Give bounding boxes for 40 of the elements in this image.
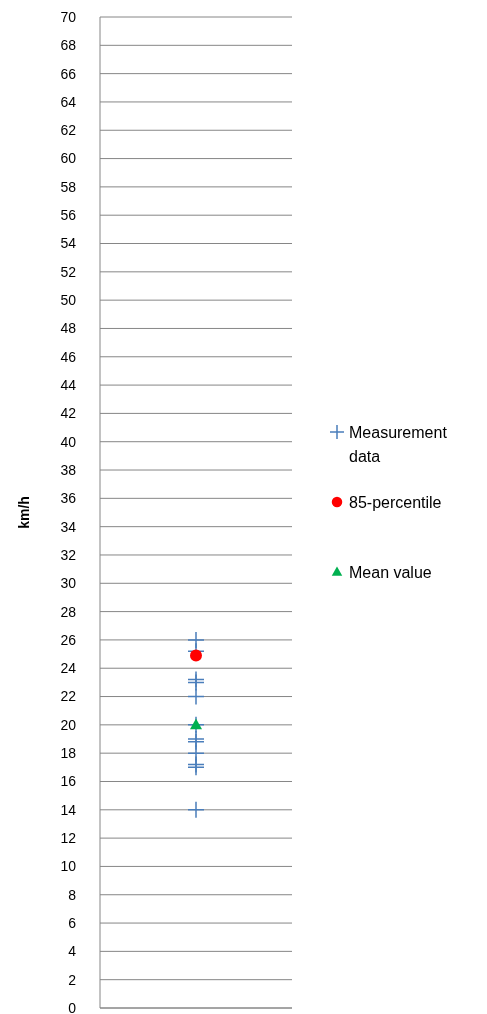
y-tick-label: 34 (60, 518, 77, 535)
legend-label: Measurement data (349, 423, 448, 465)
y-axis-title: km/h (16, 496, 32, 529)
y-tick-label: 42 (60, 405, 77, 422)
y-tick-label: 16 (60, 773, 77, 790)
y-tick-label: 48 (60, 320, 77, 337)
y-tick-label: 38 (60, 461, 77, 478)
y-tick-label: 2 (68, 971, 77, 988)
y-tick-label: 56 (60, 207, 77, 224)
y-tick-label: 14 (60, 801, 77, 818)
y-tick-label: 26 (60, 631, 77, 648)
y-tick-label: 28 (60, 603, 77, 620)
y-tick-label: 62 (60, 122, 77, 139)
y-tick-label: 0 (68, 999, 77, 1014)
y-tick-label: 8 (68, 886, 77, 903)
y-tick-label: 60 (60, 150, 77, 167)
y-tick-label: 46 (60, 348, 77, 365)
y-tick-label: 50 (60, 292, 77, 309)
y-tick-label: 64 (60, 93, 77, 110)
y-tick-label: 40 (60, 433, 77, 450)
y-tick-label: 24 (60, 660, 77, 677)
y-tick-label: 44 (60, 376, 77, 393)
y-tick-label: 4 (68, 943, 77, 960)
y-tick-label: 30 (60, 575, 77, 592)
y-tick-label: 36 (60, 490, 77, 507)
y-tick-label: 66 (60, 65, 77, 82)
y-tick-label: 70 (60, 8, 77, 25)
y-tick-label: 20 (60, 716, 77, 733)
y-tick-label: 54 (60, 235, 77, 252)
y-tick-label: 18 (60, 745, 77, 762)
y-tick-label: 32 (60, 546, 77, 563)
y-tick-label: 58 (60, 178, 77, 195)
y-tick-label: 68 (60, 37, 77, 54)
y-tick-label: 10 (60, 858, 77, 875)
y-tick-label: 22 (60, 688, 77, 705)
y-tick-label: 12 (60, 830, 77, 847)
y-tick-label: 52 (60, 263, 77, 280)
legend-label: 85-percentile (349, 493, 442, 511)
legend-label: Mean value (349, 563, 432, 581)
y-tick-label: 6 (68, 914, 77, 931)
